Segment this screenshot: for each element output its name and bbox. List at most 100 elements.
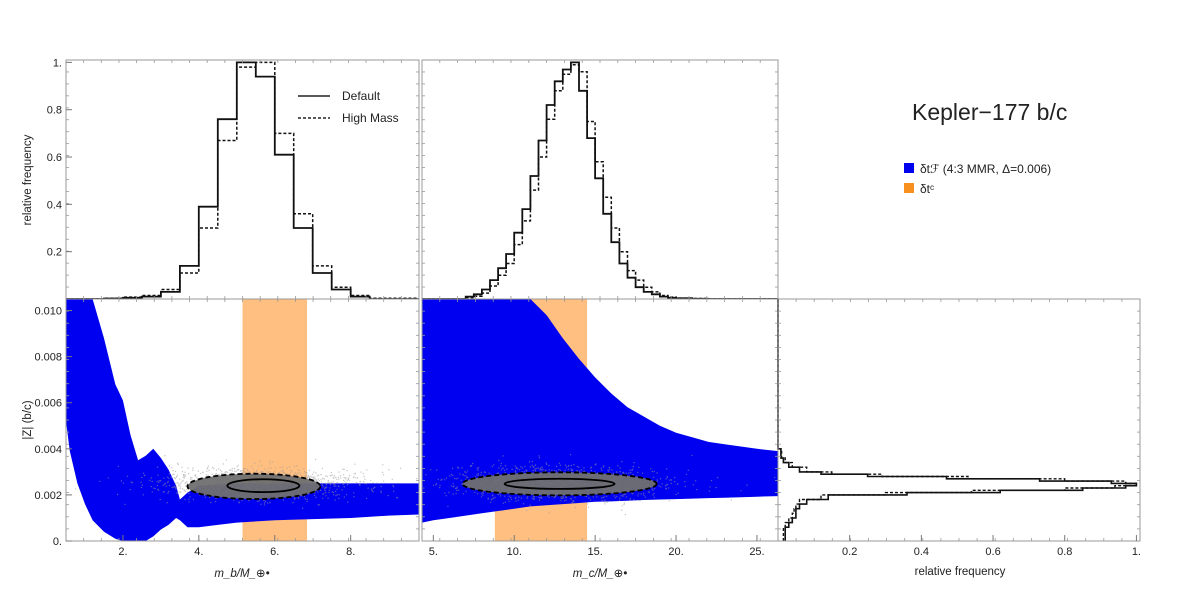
mb-z-sample-point <box>218 473 220 476</box>
mb-z-sample-point <box>329 481 331 484</box>
mb-z-sample-point <box>264 500 267 503</box>
mc-z-sample-point <box>600 497 603 499</box>
mb-z-sample-point <box>367 487 369 489</box>
mb-z-sample-point <box>185 485 187 488</box>
mc-z-sample-point <box>496 472 498 475</box>
mc-z-sample-point <box>480 496 483 498</box>
mc-z-sample-point <box>656 479 658 481</box>
z-hist-xtick-label: 0.8 <box>1057 546 1072 558</box>
mb-z-sample-point <box>338 486 340 488</box>
mb-z-sample-point <box>221 471 223 473</box>
mb-z-sample-point <box>353 473 355 475</box>
mb-z-sample-point <box>362 473 364 475</box>
mb-z-sample-point <box>314 458 317 461</box>
mc-z-sample-point <box>502 455 504 457</box>
mb-z-sample-point <box>380 490 382 492</box>
mb-z-sample-point <box>320 479 322 481</box>
mb-z-sample-point <box>314 477 316 480</box>
mc-z-sample-point <box>665 478 667 480</box>
mc-z-sample-point <box>746 484 748 486</box>
mb-z-sample-point <box>177 491 179 494</box>
legend-label-orange: δtᶜ <box>920 182 934 196</box>
mc-z-sample-point <box>457 489 460 491</box>
mb-z-sample-point <box>188 492 190 495</box>
mc-z-sample-point <box>531 497 533 499</box>
mb-z-sample-point <box>304 498 307 500</box>
mb-z-sample-point <box>392 490 395 492</box>
mb-z-sample-point <box>382 464 384 466</box>
mc-z-sample-point <box>526 470 528 472</box>
scatter-ylabel: |Z| (b/c) <box>22 400 34 439</box>
mc-z-sample-point <box>534 468 536 470</box>
mc-z-sample-point <box>666 468 668 470</box>
mb-z-sample-point <box>376 482 378 484</box>
mb-z-sample-point <box>340 477 342 479</box>
mb-z-sample-point <box>317 478 320 480</box>
mb-z-xtick-label: 4. <box>194 546 203 558</box>
mb-z-sample-point <box>372 482 374 484</box>
mc-z-sample-point <box>454 487 457 490</box>
mc-z-sample-point <box>453 485 455 487</box>
mc-z-xtick-label: 20. <box>668 546 683 558</box>
mc-z-sample-point <box>481 493 483 495</box>
mb-z-sample-point <box>184 474 186 476</box>
mc-z-sample-point <box>583 467 585 469</box>
mb-z-sample-point <box>341 489 343 491</box>
mb-z-sample-point <box>269 463 271 465</box>
mb-z-sample-point <box>221 473 223 475</box>
mc-z-sample-point <box>452 493 454 495</box>
mc-z-sample-point <box>589 499 592 501</box>
mb-z-sample-point <box>335 476 337 479</box>
mc-z-contour-outer <box>461 471 658 497</box>
mb-z-sample-point <box>346 469 348 472</box>
mc-z-sample-point <box>639 500 641 502</box>
mc-z-sample-point <box>538 457 541 459</box>
mc-z-sample-point <box>583 470 586 472</box>
z-hist-series-high-mass <box>777 299 1138 541</box>
mb-z-sample-point <box>335 490 337 493</box>
mb-z-sample-point <box>174 478 177 480</box>
legend-swatch-blue <box>904 163 914 173</box>
mb-z-sample-point <box>349 480 351 482</box>
mc-z-sample-point <box>606 501 609 503</box>
mb-z-xtick-label: 8. <box>346 546 355 558</box>
mc-z-sample-point <box>525 510 528 512</box>
mb-z-sample-point <box>186 488 188 490</box>
mc-z-sample-point <box>653 492 655 495</box>
mb-z-sample-point <box>347 501 349 503</box>
mb-z-sample-point <box>271 461 273 463</box>
mc-z-sample-point <box>587 506 590 508</box>
mb-z-sample-point <box>280 470 282 473</box>
mb-z-contour-outer <box>186 472 322 500</box>
mc-z-sample-point <box>542 468 544 470</box>
mc-z-sample-point <box>452 474 454 477</box>
mb-z-sample-point <box>254 462 256 464</box>
mc-z-sample-point <box>529 466 532 468</box>
mc-z-sample-point <box>519 469 521 471</box>
mb-z-sample-point <box>327 481 329 483</box>
mb-z-sample-point <box>387 494 389 497</box>
mc-z-sample-point <box>504 501 506 503</box>
mc-z-sample-point <box>517 499 519 501</box>
mc-z-sample-point <box>633 499 635 501</box>
mb-z-sample-point <box>261 471 263 473</box>
mc-z-sample-point <box>508 500 510 502</box>
mb-z-sample-point <box>360 471 362 473</box>
mb-z-ytick-label: 0.010 <box>34 306 62 318</box>
mc-z-sample-point <box>520 466 522 468</box>
mb-z-sample-point <box>192 498 195 501</box>
mb-z-sample-point <box>210 501 212 504</box>
mb-z-sample-point <box>203 494 206 497</box>
mc-z-sample-point <box>571 469 573 472</box>
mc-z-sample-point <box>498 467 500 469</box>
mc-z-sample-point <box>692 484 694 486</box>
mb-z-sample-point <box>231 470 233 472</box>
mb-z-sample-point <box>157 489 160 491</box>
mc-z-sample-point <box>622 471 624 474</box>
mb-z-sample-point <box>211 466 214 469</box>
mb-z-sample-point <box>180 482 182 484</box>
z-histogram-panel: 0.2 0.4 0.6 0.8 1. <box>777 298 1141 558</box>
mc-z-sample-point <box>522 503 525 505</box>
mb-z-sample-point <box>157 474 159 476</box>
mb-z-sample-point <box>316 475 318 477</box>
